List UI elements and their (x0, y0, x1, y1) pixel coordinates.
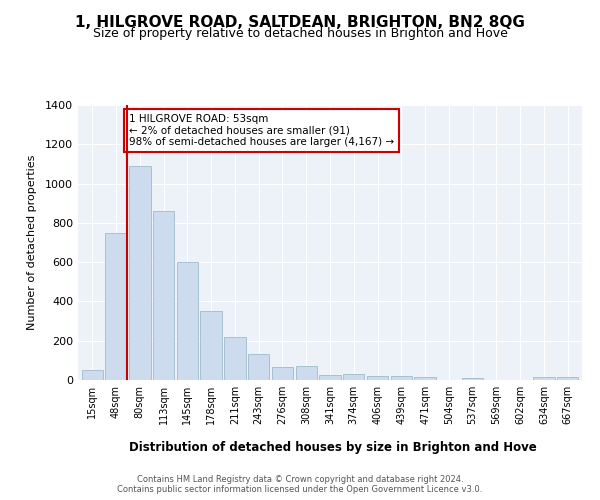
Bar (224, 337, 245, 380)
Bar (415, 377, 436, 380)
Bar (557, 377, 578, 380)
Bar (129, 166, 151, 380)
Bar (176, 262, 198, 380)
Bar (153, 211, 174, 380)
Bar (248, 354, 269, 380)
Text: Contains public sector information licensed under the Open Government Licence v3: Contains public sector information licen… (118, 484, 482, 494)
Text: Contains HM Land Registry data © Crown copyright and database right 2024.: Contains HM Land Registry data © Crown c… (137, 475, 463, 484)
Text: 1 HILGROVE ROAD: 53sqm
← 2% of detached houses are smaller (91)
98% of semi-deta: 1 HILGROVE ROAD: 53sqm ← 2% of detached … (129, 114, 394, 147)
Bar (462, 378, 484, 380)
Bar (367, 376, 388, 380)
Bar (296, 366, 317, 380)
Text: Distribution of detached houses by size in Brighton and Hove: Distribution of detached houses by size … (129, 441, 537, 454)
Bar (106, 232, 127, 380)
Bar (319, 375, 341, 380)
Bar (82, 370, 103, 380)
Bar (391, 376, 412, 380)
Text: 1, HILGROVE ROAD, SALTDEAN, BRIGHTON, BN2 8QG: 1, HILGROVE ROAD, SALTDEAN, BRIGHTON, BN… (75, 15, 525, 30)
Text: Size of property relative to detached houses in Brighton and Hove: Size of property relative to detached ho… (92, 28, 508, 40)
Y-axis label: Number of detached properties: Number of detached properties (26, 155, 37, 330)
Bar (533, 377, 554, 380)
Bar (343, 374, 364, 380)
Bar (272, 367, 293, 380)
Bar (200, 311, 222, 380)
